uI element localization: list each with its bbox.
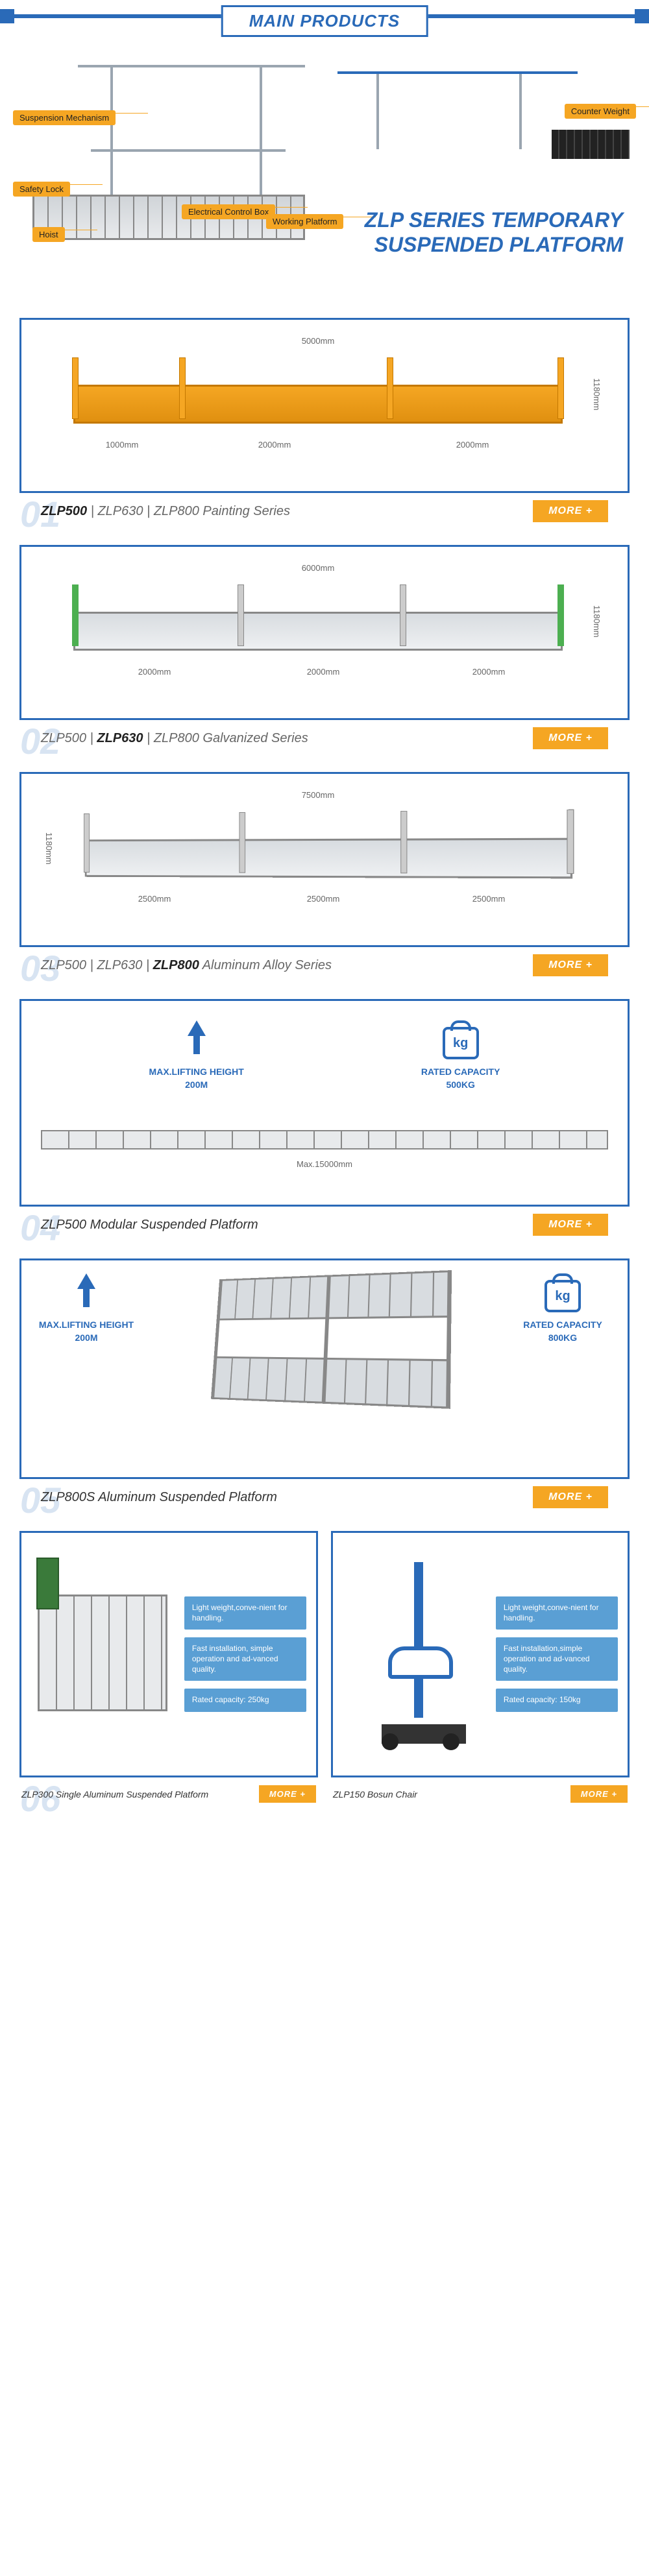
dim-b1: 2000mm [134,667,175,677]
product-illustration [31,1543,178,1766]
dim-b1: 2500mm [134,894,175,904]
label-hoist: Hoist [32,227,65,242]
more-button[interactable]: MORE + [570,1785,628,1803]
kg-icon: kg [443,1027,479,1059]
label-counter-weight: Counter Weight [565,104,636,119]
label-control-box: Electrical Control Box [182,204,275,219]
card-title: ZLP300 Single Aluminum Suspended Platfor… [21,1789,208,1800]
dim-h: 1180mm [592,586,602,657]
card-title: ZLP500 | ZLP630 | ZLP800 Painting Series [41,504,290,519]
product-card-6a: Light weight,conve-nient for handling. F… [19,1531,318,1777]
more-button[interactable]: MORE + [533,500,608,522]
platform-drawing-3: 7500mm 2500mm 2500mm 2500mm 1180mm [34,787,615,917]
feature-box: Fast installation,simple operation and a… [496,1637,618,1681]
spec-rated-capacity: kg RATED CAPACITY800KG [511,1273,615,1344]
feature-box: Rated capacity: 250kg [184,1689,306,1712]
more-button[interactable]: MORE + [533,1214,608,1236]
feature-box: Rated capacity: 150kg [496,1689,618,1712]
product-card-3: 7500mm 2500mm 2500mm 2500mm 1180mm 03 ZL… [19,772,630,947]
dim-max: Max.15000mm [293,1159,356,1169]
more-button[interactable]: MORE + [533,727,608,749]
dim-b2: 2000mm [254,440,295,450]
more-button[interactable]: MORE + [533,1486,608,1508]
hero-title-line1: ZLP SERIES TEMPORARY [365,208,623,232]
double-deck-platform [211,1270,452,1409]
hero-title: ZLP SERIES TEMPORARY SUSPENDED PLATFORM [365,208,623,258]
dim-b3: 2000mm [452,440,493,450]
product-illustration [343,1543,489,1766]
counter-weight [552,130,630,159]
dim-h: 1180mm [592,359,602,430]
dual-card-row: Light weight,conve-nient for handling. F… [19,1531,630,1816]
dim-b1: 1000mm [102,440,143,450]
more-button[interactable]: MORE + [533,954,608,976]
platform-drawing-2: 6000mm 2000mm 2000mm 2000mm 1180mm [34,560,615,690]
label-safety-lock: Safety Lock [13,182,70,197]
feature-box: Light weight,conve-nient for handling. [496,1596,618,1630]
platform-drawing-1: 5000mm 1000mm 2000mm 2000mm 1180mm [34,333,615,463]
card-title: ZLP150 Bosun Chair [333,1789,417,1800]
product-card-1: 5000mm 1000mm 2000mm 2000mm 1180mm 01 ZL… [19,318,630,493]
spec-rated-capacity: kg RATED CAPACITY500KG [421,1020,500,1091]
product-card-5: MAX.LIFTING HEIGHT200M kg RATED CAPACITY… [19,1258,630,1479]
card-title: ZLP500 | ZLP630 | ZLP800 Galvanized Seri… [41,731,308,746]
card-title: ZLP500 Modular Suspended Platform [41,1218,258,1233]
card-title: ZLP500 | ZLP630 | ZLP800 Aluminum Alloy … [41,958,332,973]
dim-top: 5000mm [298,336,339,346]
more-button[interactable]: MORE + [259,1785,316,1803]
dim-top: 7500mm [298,790,339,800]
label-suspension: Suspension Mechanism [13,110,116,125]
product-card-6b: Light weight,conve-nient for handling. F… [331,1531,630,1777]
dim-b3: 2000mm [469,667,509,677]
dim-b3: 2500mm [469,894,509,904]
feature-box: Light weight,conve-nient for handling. [184,1596,306,1630]
card-title: ZLP800S Aluminum Suspended Platform [41,1490,277,1505]
dim-h: 1180mm [44,813,54,884]
spec-lifting-height: MAX.LIFTING HEIGHT200M [34,1273,138,1344]
kg-icon: kg [545,1280,581,1312]
header-banner: MAIN PRODUCTS [0,0,649,45]
feature-box: Fast installation, simple operation and … [184,1637,306,1681]
product-card-4: MAX.LIFTING HEIGHT200M kg RATED CAPACITY… [19,999,630,1207]
product-card-2: 6000mm 2000mm 2000mm 2000mm 1180mm 02 ZL… [19,545,630,720]
hero-title-line2: SUSPENDED PLATFORM [365,232,623,257]
dim-top: 6000mm [298,563,339,573]
label-platform: Working Platform [266,214,343,229]
dim-b2: 2000mm [303,667,344,677]
spec-lifting-height: MAX.LIFTING HEIGHT200M [149,1020,244,1091]
dim-b2: 2500mm [303,894,344,904]
header-title: MAIN PRODUCTS [221,5,428,37]
hero-diagram: Suspension Mechanism Safety Lock Hoist E… [13,58,636,305]
modular-platform: Max.15000mm [41,1111,608,1175]
